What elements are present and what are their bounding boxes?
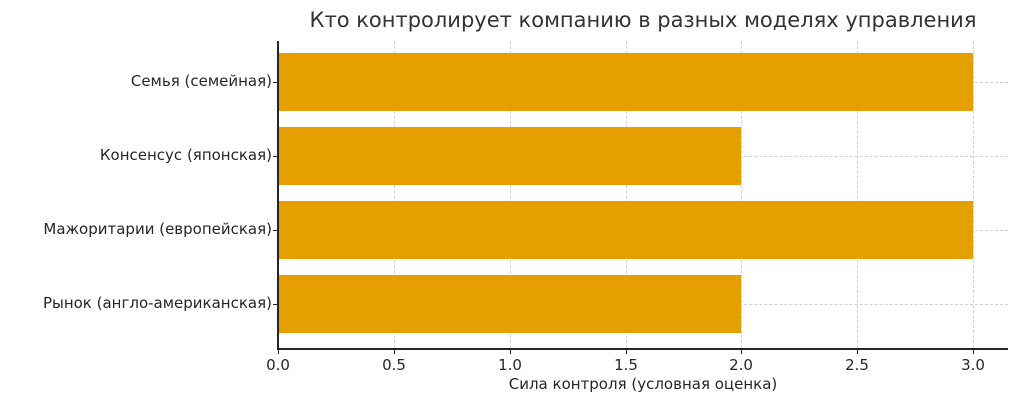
x-axis-title: Сила контроля (условная оценка)	[508, 375, 778, 393]
x-tick	[626, 349, 627, 354]
x-tick	[973, 349, 974, 354]
x-tick-label: 2.0	[729, 356, 753, 374]
x-tick-label: 1.5	[614, 356, 638, 374]
y-tick	[273, 230, 278, 231]
x-axis-line	[277, 348, 1008, 350]
y-axis-line	[277, 41, 279, 349]
x-tick	[510, 349, 511, 354]
y-tick	[273, 82, 278, 83]
x-tick-label: 3.0	[961, 356, 985, 374]
x-tick-label: 0.5	[382, 356, 406, 374]
bar	[278, 201, 973, 259]
x-tick-label: 1.0	[498, 356, 522, 374]
x-tick-label: 2.5	[845, 356, 869, 374]
x-tick	[278, 349, 279, 354]
bar	[278, 127, 742, 185]
y-tick	[273, 156, 278, 157]
x-tick-label: 0.0	[266, 356, 290, 374]
y-label-anglo-american: Рынок (англо-американская)	[42, 294, 272, 312]
x-tick	[394, 349, 395, 354]
bar	[278, 53, 973, 111]
y-label-family: Семья (семейная)	[130, 72, 272, 90]
y-label-european: Мажоритарии (европейская)	[43, 220, 272, 238]
y-tick	[273, 304, 278, 305]
chart-title: Кто контролирует компанию в разных модел…	[309, 8, 977, 32]
x-tick	[857, 349, 858, 354]
x-tick	[741, 349, 742, 354]
bar	[278, 275, 742, 333]
y-label-japanese: Консенсус (японская)	[99, 146, 272, 164]
